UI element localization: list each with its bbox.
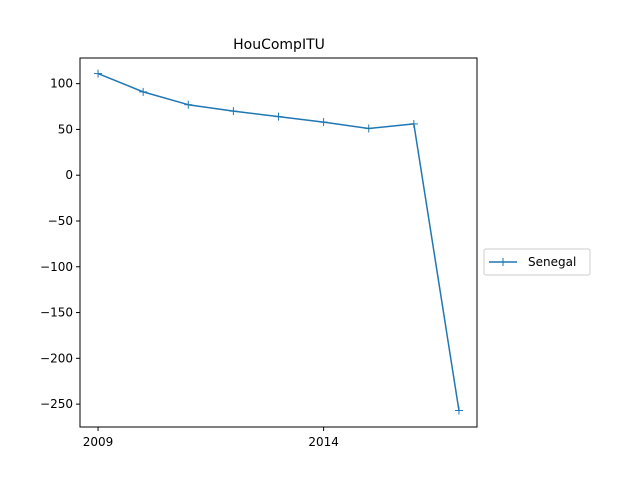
data-point [94,69,103,78]
chart-title: HouCompITU [233,37,325,53]
y-tick-label: 0 [65,168,73,182]
data-point [409,119,418,128]
y-tick-label: −200 [40,351,73,365]
legend: Senegal [483,248,591,276]
x-tick-label: 2014 [308,435,339,449]
x-tick-label: 2009 [83,435,114,449]
y-tick-label: 50 [58,122,73,136]
plot-area [94,69,463,415]
y-tick-label: −50 [48,214,73,228]
data-point [139,87,148,96]
y-axis: 100 50 0 −50 −100 −150 −200 −250 [40,77,80,411]
legend-box [483,248,591,276]
y-tick-label: −250 [40,397,73,411]
y-tick-label: −100 [40,260,73,274]
y-tick-label: 100 [50,77,73,91]
x-axis: 2009 2014 [83,427,339,449]
y-tick-label: −150 [40,306,73,320]
data-point [364,124,373,133]
data-point [229,107,238,116]
data-point [184,100,193,109]
legend-label-senegal: Senegal [528,255,576,269]
data-point [274,112,283,121]
data-point [319,118,328,127]
series-line-senegal [97,72,460,411]
plot-frame [79,57,478,428]
data-point [454,406,463,415]
